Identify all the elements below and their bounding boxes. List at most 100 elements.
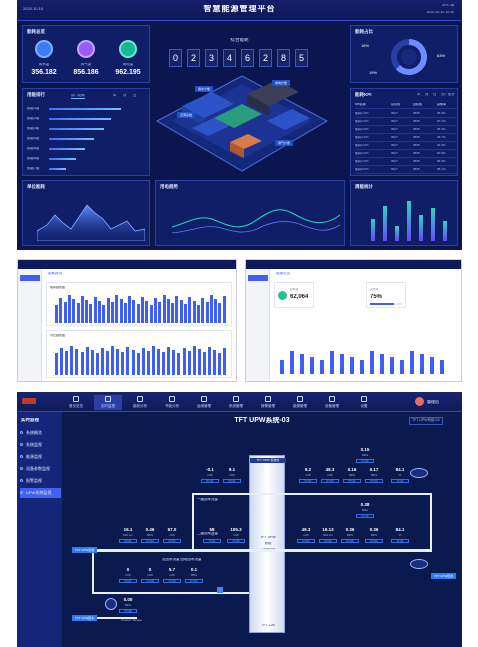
nav-item[interactable]: 报警管理 [254,395,282,410]
nav-item[interactable]: 设备管理 [318,395,346,410]
history-bar [196,305,200,323]
sensor-reading[interactable]: 0 m³/h FT-07 [117,567,139,583]
kpi-cell: 能耗6-KPI [355,152,369,155]
kpi-tab[interactable]: 分厂统计 [441,93,455,96]
sensor-tag: RT-01 [119,539,137,543]
history-bar [106,298,110,323]
kpi-tab[interactable]: 日 [433,93,437,96]
sensor-reading[interactable]: 0 m³/h FT-08 [139,567,161,583]
sensor-reading[interactable]: 9.1 m³/h FT-01 [221,467,243,483]
sensor-reading[interactable]: 0.17 MPa PT-03 [363,467,385,483]
sensor-reading[interactable]: 58 ℃ TT-01 [201,527,223,543]
history-bar [188,297,192,323]
sensor-reading[interactable]: 0.38 MPa PT-10 [354,502,376,518]
history-bar [102,305,106,323]
history-bar [89,304,93,323]
total-label: 总能耗 [290,288,299,291]
sensor-tag: LT-02 [391,539,409,543]
sidebar-item[interactable]: 系统监视 [20,440,61,450]
inlet-tag[interactable]: TFT UPW系统 [72,547,98,553]
sensor-reading[interactable]: 49.3 m³/h FT-06 [295,527,317,543]
sidebar-title: 实时监视 [21,418,39,422]
sensor-reading[interactable]: 0.00 MPa PT-08 [117,597,139,613]
panel-title: 用电趋势 [160,184,178,189]
ranking-tab[interactable]: 月 [123,94,127,97]
kpi-tab[interactable]: 月 [425,93,429,96]
kpi-tab[interactable]: 年 [417,93,421,96]
sensor-reading[interactable]: 16.13 MΩ·cm RT-02 [317,527,339,543]
nav-item[interactable]: 设置 [350,395,378,410]
sidebar-item[interactable] [20,299,40,305]
drain-pipe [92,617,137,619]
sensor-reading[interactable]: 0.16 MPa PT-02 [341,467,363,483]
sensor-unit: m³/h [147,573,153,577]
sensor-reading[interactable]: 0.36 MPa PT-06 [363,527,385,543]
history-tab[interactable]: 能耗报表 [48,272,62,275]
ranking-row: 用能7楼 [27,165,127,174]
flow-tag[interactable] [217,587,223,593]
overview-bar [400,360,404,374]
sidebar-item[interactable]: 报警监视 [20,476,61,486]
low-return-tag[interactable]: TFT UPW回水 [72,615,98,621]
nav-item[interactable]: 能效分析 [126,395,154,410]
sidebar-item[interactable] [248,291,268,297]
system-select[interactable]: TFT UPW系统-03 [409,417,443,425]
sensor-value: 84.1 [395,467,405,472]
nav-item[interactable]: 能源管理 [286,395,314,410]
nav-item[interactable]: 首页总览 [62,395,90,410]
sensor-unit: % [398,533,402,537]
kpi-cell: 88.1% [437,168,446,171]
sidebar-item[interactable] [20,291,40,297]
overview-sidebar [246,269,270,381]
sensor-reading[interactable]: 9.2 m³/h FT-02 [297,467,319,483]
pump-icon[interactable] [105,598,117,610]
history-bar [110,302,114,323]
dashboard-header: 2020.10.10 智慧能源管理平台 25℃ 晴 2020-10-10 10:… [17,0,462,21]
ranking-tab[interactable]: 日 [133,94,137,97]
overview-tab[interactable]: 能源总览 [276,272,290,275]
user-name[interactable]: 管理员 [427,400,439,404]
history-bar [187,351,191,375]
sensor-reading[interactable]: -0.1 m³/h PT-01 [199,467,221,483]
sensor-reading[interactable]: 5.7 m³/h FT-09 [161,567,183,583]
kpi-cell: 9865 [413,112,420,115]
ranking-tab[interactable]: 部门能耗 [71,94,85,99]
sensor-reading[interactable]: 48.3 m³/h FT-03 [319,467,341,483]
sensor-reading[interactable]: 16.1 MΩ·cm RT-01 [117,527,139,543]
kpi-header-cell: 完成率 [437,103,447,106]
sensor-reading[interactable]: 0.15 MPa PT-09 [354,447,376,463]
sensor-reading[interactable]: 0.46 MPa PT-04 [139,527,161,543]
sidebar-item[interactable]: 能源监视 [20,452,61,462]
sidebar-item[interactable] [20,283,40,289]
sensor-unit: MPa [348,473,356,477]
nav-item[interactable]: 节能分析 [158,395,186,410]
sensor-value: 58 [209,527,215,532]
sidebar-item-active[interactable] [248,275,268,281]
nav-item[interactable]: 系统管理 [222,395,250,410]
history-bar [192,346,196,375]
nav-item[interactable]: 实时监视 [94,395,122,410]
sidebar-item[interactable] [248,283,268,289]
avatar[interactable] [415,397,424,406]
sensor-unit: MPa [370,473,378,477]
sidebar-item-active[interactable] [20,275,40,281]
kpi-cell: 9865 [413,136,420,139]
sensor-reading[interactable]: 0.1 MPa PT-07 [183,567,205,583]
nav-item[interactable]: 运维管理 [190,395,218,410]
energy-digit: 5 [295,49,308,67]
sensor-tag: PT-07 [185,579,203,583]
sensor-reading[interactable]: 84.1% LT-01 [389,467,411,483]
sensor-reading[interactable]: 105.3 m³/h FT-05 [225,527,247,543]
sensor-reading[interactable]: 84.1% LT-02 [389,527,411,543]
sidebar-item[interactable]: 系统概览 [20,428,61,438]
ranking-tab[interactable]: 年 [113,94,117,97]
outlet-tag[interactable]: TFT UPW回水 [431,573,457,579]
sensor-unit: MPa [361,508,369,512]
nav-label: 首页总览 [69,404,83,408]
sensor-reading[interactable]: 57.0 m³/h FT-04 [161,527,183,543]
sensor-unit: m³/h [169,533,175,537]
sidebar-item[interactable]: UPW系统监视 [20,488,61,498]
share-pct: 19% [369,71,378,75]
sidebar-item[interactable]: 设备参数监视 [20,464,61,474]
sensor-reading[interactable]: 0.36 MPa PT-05 [339,527,361,543]
